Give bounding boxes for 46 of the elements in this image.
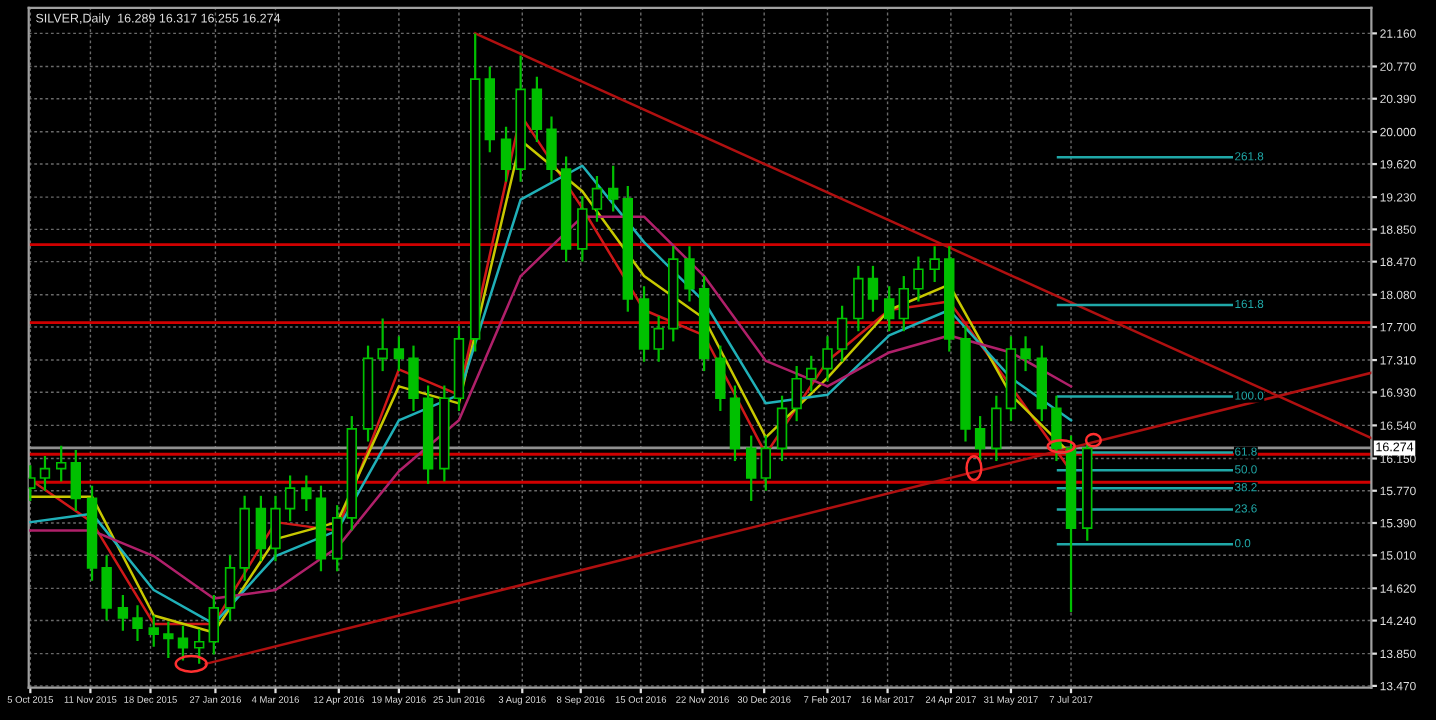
candlestick (208, 594, 220, 656)
candlestick (531, 75, 543, 144)
candlestick (39, 454, 51, 492)
candlestick (270, 494, 281, 563)
candlestick (577, 195, 588, 263)
candlestick (70, 448, 82, 513)
candlestick (500, 125, 512, 183)
candlestick (836, 304, 848, 363)
candlestick (132, 604, 143, 643)
candlestick (822, 335, 833, 383)
candlestick (853, 264, 864, 333)
candlestick (55, 444, 67, 483)
candlestick (913, 255, 924, 303)
candlestick (791, 364, 802, 423)
candlestick (193, 627, 205, 665)
candlestick (806, 354, 817, 393)
candlestick (1051, 394, 1062, 463)
candlestick (408, 344, 419, 413)
candlestick (653, 314, 664, 363)
candlestick (148, 614, 159, 648)
candlestick (883, 285, 895, 333)
candlestick (163, 620, 174, 660)
candlestick (776, 394, 788, 463)
candlestick (760, 434, 772, 492)
candlestick (117, 594, 129, 632)
candlestick (101, 554, 112, 622)
candlestick (1020, 335, 1031, 373)
candlestick (991, 394, 1002, 463)
candlestick (546, 115, 557, 183)
candlestick (393, 335, 405, 373)
candlestick (607, 164, 619, 213)
candlestick (974, 414, 986, 463)
candlestick (715, 344, 726, 413)
candlestick (867, 264, 879, 313)
candlestick (929, 245, 940, 284)
candlestick (331, 504, 343, 573)
candlestick (684, 245, 695, 303)
candlestick (284, 474, 296, 523)
candlestick (898, 274, 910, 333)
candlestick (591, 174, 603, 223)
candlestick (255, 494, 267, 563)
candlestick (224, 554, 236, 622)
candlestick (301, 474, 312, 513)
candlestick (377, 317, 388, 373)
candlestick (745, 434, 757, 503)
candlestick (177, 624, 189, 662)
